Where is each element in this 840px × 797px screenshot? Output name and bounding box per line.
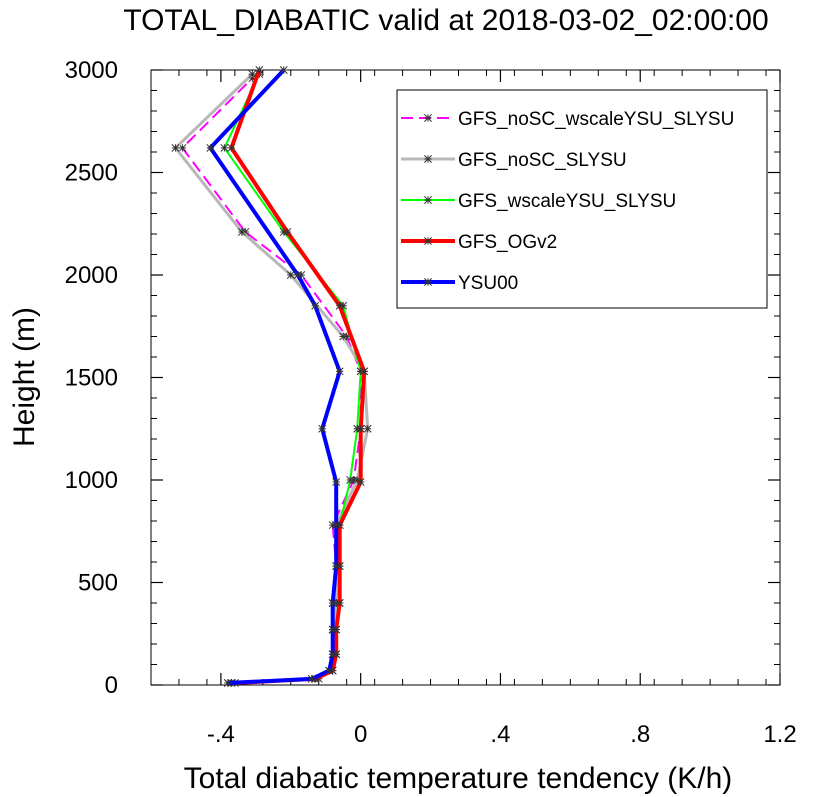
data-point — [279, 66, 288, 74]
y-tick-label: 2000 — [65, 262, 118, 289]
y-tick-label: 0 — [105, 672, 118, 699]
legend: GFS_noSC_wscaleYSU_SLYSU GFS_noSC_SLYSU GF… — [396, 89, 768, 309]
legend-label: GFS_noSC_SLYSU — [458, 150, 627, 171]
data-point — [307, 674, 316, 683]
data-point — [335, 599, 344, 607]
x-tick-label: .8 — [630, 721, 650, 748]
legend-label: GFS_noSC_wscaleYSU_SLYSU — [458, 109, 734, 130]
legend-label: GFS_wscaleYSU_SLYSU — [458, 191, 676, 212]
legend-item: GFS_wscaleYSU_SLYSU — [401, 191, 676, 212]
data-point — [332, 521, 341, 530]
legend-label: YSU00 — [458, 273, 518, 294]
series-GFS_OGv2 — [227, 66, 369, 687]
x-tick-label: 1.2 — [763, 721, 796, 748]
data-point — [293, 271, 302, 279]
chart-title: TOTAL_DIABATIC valid at 2018-03-02_02:00… — [123, 4, 768, 37]
data-point — [248, 74, 257, 83]
data-point — [356, 424, 365, 433]
y-tick-label: 2500 — [65, 160, 118, 187]
data-point — [237, 227, 246, 236]
data-point — [227, 143, 236, 152]
data-point — [335, 301, 344, 310]
data-point — [332, 562, 341, 571]
series-line — [208, 68, 342, 685]
legend-item: GFS_noSC_wscaleYSU_SLYSU — [401, 109, 734, 130]
data-point — [178, 143, 187, 152]
data-point — [328, 625, 337, 634]
series-line — [229, 69, 367, 685]
data-point — [171, 143, 180, 152]
data-point — [356, 478, 365, 487]
x-tick-label: -.4 — [207, 721, 235, 748]
x-tick-label: .4 — [490, 721, 510, 748]
data-point — [223, 678, 232, 687]
data-point — [346, 476, 355, 484]
legend-marker — [424, 278, 432, 286]
y-tick-label: 3000 — [65, 57, 118, 84]
data-point — [328, 599, 337, 607]
y-tick-label: 500 — [78, 570, 118, 597]
legend-marker — [424, 114, 432, 122]
legend-label: GFS_OGv2 — [458, 232, 557, 253]
legend-marker — [424, 155, 432, 163]
legend-box — [396, 89, 768, 309]
legend-item: GFS_noSC_SLYSU — [401, 150, 627, 171]
y-tick-label: 1000 — [65, 467, 118, 494]
y-axis-label: Height (m) — [8, 307, 41, 447]
data-point — [360, 367, 369, 376]
data-point — [335, 367, 344, 376]
data-point — [353, 476, 362, 484]
data-point — [363, 424, 372, 433]
x-tick-label: 0 — [354, 721, 367, 748]
legend-item: YSU00 — [401, 273, 518, 294]
data-point — [318, 424, 327, 433]
series-layer — [171, 66, 372, 687]
data-point — [283, 227, 292, 236]
plot-area-frame — [150, 69, 781, 686]
x-axis-label: Total diabatic temperature tendency (K/h… — [184, 762, 733, 795]
tick-labels: -.4 0 .4 .8 1.2 0 500 1000 1500 2000 2500 3000 — [65, 57, 797, 748]
data-point — [332, 478, 341, 487]
data-point — [328, 650, 337, 659]
legend-item: GFS_OGv2 — [401, 232, 557, 253]
data-point — [286, 271, 295, 279]
data-point — [255, 66, 264, 74]
data-point — [206, 143, 215, 152]
y-tick-label: 1500 — [65, 365, 118, 392]
data-point — [220, 143, 229, 152]
data-point — [311, 301, 320, 310]
series-YSU00 — [206, 66, 344, 687]
data-point — [248, 70, 257, 79]
legend-marker — [424, 196, 432, 204]
data-point — [339, 332, 348, 341]
data-point — [325, 666, 334, 675]
legend-marker — [424, 237, 432, 245]
